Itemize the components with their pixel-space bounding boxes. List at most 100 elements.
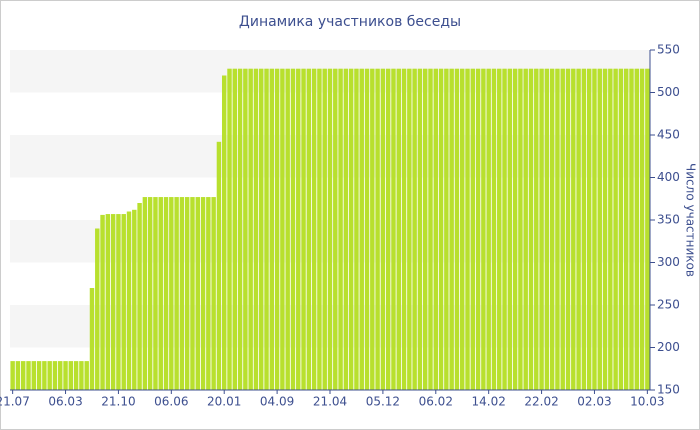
bar	[52, 361, 58, 390]
bar	[79, 361, 84, 390]
bar	[311, 68, 317, 390]
bar	[105, 214, 111, 390]
x-tick-label: 10.03	[630, 395, 664, 409]
y-tick-label: 150	[657, 383, 680, 397]
y-tick-label: 300	[657, 255, 680, 269]
bar	[63, 361, 68, 390]
bar	[211, 197, 216, 390]
x-tick-label: 06.02	[419, 395, 453, 409]
bar	[608, 68, 613, 390]
bar	[433, 68, 439, 390]
x-tick-label: 21.04	[313, 395, 347, 409]
bar	[15, 361, 21, 390]
bar	[407, 68, 412, 390]
y-axis-label: Число участников	[684, 163, 698, 277]
bar	[555, 68, 560, 390]
bar	[497, 68, 502, 390]
bar	[343, 68, 349, 390]
bar	[385, 68, 391, 390]
bar	[528, 68, 534, 390]
bar	[280, 68, 285, 390]
bar	[95, 228, 100, 390]
x-tick-label: 21.07	[0, 395, 30, 409]
bar	[116, 214, 121, 390]
bar	[549, 68, 555, 390]
bar	[380, 68, 386, 390]
bar	[31, 361, 37, 390]
bar	[417, 68, 423, 390]
bar	[586, 68, 592, 390]
bar	[333, 68, 338, 390]
bar	[190, 197, 195, 390]
bar	[486, 68, 491, 390]
bar	[100, 214, 105, 390]
bar	[26, 361, 31, 390]
bar	[58, 361, 63, 390]
bar	[259, 68, 264, 390]
bar	[195, 197, 200, 390]
bar	[47, 361, 52, 390]
bar	[544, 68, 550, 390]
bar	[200, 197, 206, 390]
bar	[454, 68, 460, 390]
bar	[396, 68, 401, 390]
bar	[126, 211, 132, 390]
x-tick-label: 21.10	[101, 395, 135, 409]
bar	[290, 68, 296, 390]
bar	[296, 68, 301, 390]
y-tick-label: 450	[657, 128, 680, 142]
bar	[253, 68, 259, 390]
bar	[110, 214, 116, 390]
bar	[375, 68, 380, 390]
bar	[507, 68, 513, 390]
bar	[618, 68, 624, 390]
bar	[10, 361, 15, 390]
bar	[523, 68, 528, 390]
x-tick-label: 02.03	[577, 395, 611, 409]
bar	[502, 68, 507, 390]
bar	[216, 141, 222, 390]
bar	[153, 197, 158, 390]
bar	[465, 68, 470, 390]
bar	[317, 68, 322, 390]
bar	[179, 197, 185, 390]
y-tick-label: 200	[657, 340, 680, 354]
bar	[491, 68, 497, 390]
bar	[422, 68, 428, 390]
bar	[142, 197, 148, 390]
bar	[147, 197, 153, 390]
bar	[206, 197, 211, 390]
x-tick-label: 04.09	[260, 395, 294, 409]
bar	[534, 68, 539, 390]
bar	[84, 361, 89, 390]
bar	[359, 68, 364, 390]
bar	[645, 68, 650, 390]
bar	[227, 68, 232, 390]
bar	[512, 68, 518, 390]
chart-title: Динамика участников беседы	[239, 14, 461, 30]
bar	[327, 68, 333, 390]
bar	[21, 361, 26, 390]
bar	[412, 68, 417, 390]
bar	[401, 68, 407, 390]
bar	[36, 361, 42, 390]
bar	[634, 68, 639, 390]
bar	[539, 68, 544, 390]
bar	[285, 68, 290, 390]
bar	[639, 68, 645, 390]
bar	[269, 68, 275, 390]
bar	[348, 68, 354, 390]
bar	[576, 68, 581, 390]
bar	[322, 68, 327, 390]
bar	[89, 288, 95, 390]
bar	[184, 197, 190, 390]
bar	[444, 68, 449, 390]
bar	[518, 68, 523, 390]
bar	[370, 68, 375, 390]
x-tick-label: 06.03	[48, 395, 82, 409]
bar	[460, 68, 465, 390]
bar	[560, 68, 565, 390]
bar	[274, 68, 280, 390]
x-tick-label: 06.06	[154, 395, 188, 409]
